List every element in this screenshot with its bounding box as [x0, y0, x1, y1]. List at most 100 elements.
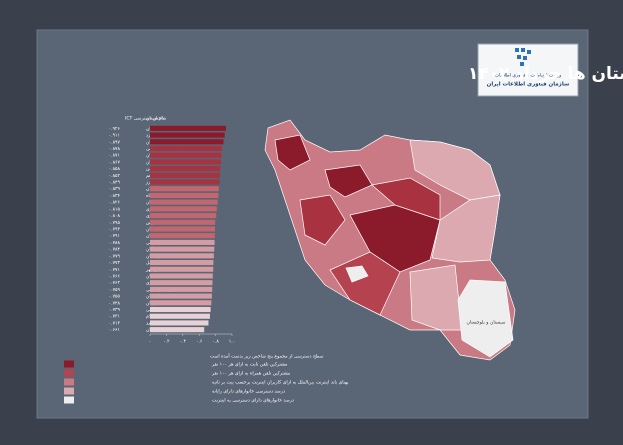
value-label: ۰.۸۷۱	[109, 154, 120, 159]
x-tick-label: ۰.۸	[212, 340, 219, 345]
bar	[150, 286, 213, 292]
value-label: ۰.۸۵۲	[109, 173, 121, 179]
value-label: ۰.۸۶۷	[109, 160, 121, 165]
legend-label: مشترکین تلفن ثابت به ازای هر ۱۰۰ نفر	[211, 362, 288, 368]
x-tick-label: ۰	[149, 340, 151, 345]
value-label: ۰.۷۸۸	[109, 241, 121, 246]
map-region	[431, 194, 501, 263]
value-label: ۰.۸۳۹	[109, 186, 121, 192]
value-label: ۰.۸۹۷	[109, 140, 121, 145]
x-tick-label: ۱.۰	[229, 340, 235, 345]
legend-label: پهنای باند اینترنت بین‌الملل به ازای کار…	[212, 380, 349, 386]
value-label: ۰.۸۷۸	[109, 147, 121, 152]
category-header: نام استان	[146, 117, 164, 122]
bar	[150, 172, 220, 178]
legend-swatch	[64, 360, 74, 368]
bar	[150, 192, 219, 199]
bar	[150, 306, 211, 313]
bar	[150, 199, 218, 205]
map-region	[274, 134, 311, 171]
bar	[150, 266, 214, 272]
value-label: ۰.۸۱۵	[109, 207, 121, 212]
bar	[150, 159, 222, 165]
x-tick-label: ۰.۴	[180, 340, 187, 345]
value-label: ۰.۷۹۱	[109, 234, 120, 239]
logo-dot	[527, 50, 531, 54]
logo: وزارت ارتباطات و فناوری اطلاعات سازمان ف…	[477, 43, 579, 97]
chart-title: شاخص سطح دسترسی فاوا در استان ها خرداد ۱…	[468, 64, 623, 84]
value-label: ۰.۷۷۱	[109, 268, 120, 273]
map-region	[457, 279, 514, 358]
bar	[150, 320, 209, 326]
bar	[150, 246, 215, 252]
value-label: ۰.۷۵۵	[109, 295, 121, 300]
bar	[150, 327, 205, 333]
bar	[150, 226, 216, 232]
legend-title: سطح دسترسی از مجموع پنج شاخص زیر بدست آم…	[210, 354, 324, 360]
bar	[150, 239, 215, 245]
bar	[150, 300, 212, 306]
value-label: ۰.۸۵۸	[109, 167, 121, 172]
category-label: یزد	[146, 134, 153, 139]
value-label: ۰.۷۳۹	[109, 307, 121, 313]
value-label: ۰.۷۹۵	[109, 221, 121, 226]
logo-dot	[515, 48, 519, 52]
bar	[150, 213, 217, 219]
map-region	[371, 177, 441, 221]
legend-swatch	[64, 369, 74, 377]
bar	[150, 280, 213, 286]
value-label: ۰.۶۶۱	[109, 328, 120, 333]
category-label: البرز	[145, 181, 155, 186]
value-header: شاخص دسترسی ICT	[125, 116, 167, 122]
bar	[150, 253, 214, 259]
legend-swatch	[64, 387, 74, 395]
value-label: ۰.۷۹۳	[109, 227, 121, 233]
value-label: ۰.۷۷۳	[109, 260, 121, 266]
legend-swatch	[64, 378, 74, 386]
category-label: قم	[146, 174, 151, 179]
bar	[150, 233, 215, 239]
value-label: ۰.۷۵۹	[109, 288, 121, 293]
x-tick-label: ۰.۶	[196, 340, 203, 345]
bar	[150, 206, 217, 212]
org-line-2: سازمان فناوری اطلاعات ایران	[487, 82, 570, 88]
bar	[150, 145, 222, 152]
bar	[150, 293, 212, 299]
x-tick-label: ۰.۲	[163, 339, 170, 345]
bar	[150, 152, 222, 158]
value-label: ۰.۸۳۴	[109, 193, 121, 199]
bar	[150, 186, 219, 192]
value-label: ۰.۸۲۶	[109, 200, 121, 206]
map-region	[299, 194, 346, 246]
logo-dot	[523, 56, 527, 60]
value-label: ۰.۹۲۶	[109, 126, 121, 132]
value-label: ۰.۷۶۶	[109, 274, 121, 279]
map-region	[324, 164, 373, 198]
logo-dot	[520, 62, 524, 66]
legend-swatch	[64, 396, 74, 404]
bar	[150, 139, 224, 145]
value-label: ۰.۷۴۸	[109, 301, 121, 306]
bar	[150, 313, 210, 319]
value-label: ۰.۷۶۲	[109, 280, 121, 286]
legend-label: مشترکین تلفن همراه به ازای هر ۱۰۰ نفر	[211, 371, 291, 377]
value-label: ۰.۸۰۸	[109, 214, 121, 219]
bar	[150, 132, 225, 138]
bar	[150, 219, 216, 225]
logo-dot	[521, 48, 525, 52]
bar	[150, 125, 226, 131]
org-line-1: وزارت ارتباطات و فناوری اطلاعات	[495, 74, 561, 79]
logo-dot	[517, 55, 521, 59]
legend: مشترکین تلفن ثابت به ازای هر ۱۰۰ نفر مشتر…	[64, 360, 349, 404]
value-label: ۰.۷۳۱	[109, 314, 120, 320]
bar	[150, 179, 220, 185]
legend-label: درصد خانوارهای دارای دسترسی به اینترنت	[212, 399, 294, 404]
map-label: سیستان و بلوچستان	[467, 321, 506, 326]
value-label: ۰.۸۴۹	[109, 181, 121, 186]
map-region	[409, 264, 463, 331]
bar	[150, 259, 214, 266]
map	[264, 119, 516, 361]
bar	[150, 166, 221, 172]
